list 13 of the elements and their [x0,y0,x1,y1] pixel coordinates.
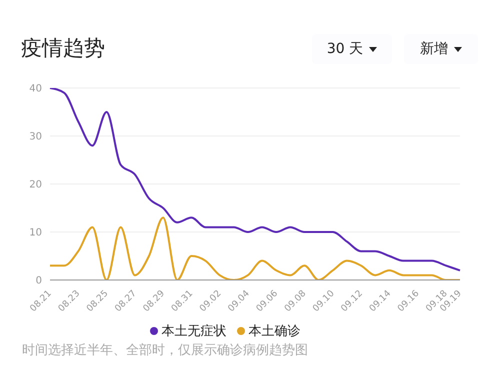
y-tick-label: 20 [29,180,42,191]
text: 30 天 [312,34,392,64]
line-series [49,88,461,272]
y-tick-label: 10 [29,228,42,239]
legend-label: 本土无症状 [162,324,226,339]
text: 时间选择近半年、全部时，仅展示确诊病例趋势图 [22,342,308,359]
line-series [49,216,461,280]
text: 新增 [404,34,478,64]
y-tick-label: 0 [36,276,42,287]
y-tick-label: 40 [29,84,42,95]
legend-label: 本土确诊 [248,324,300,339]
y-tick-label: 30 [29,132,42,143]
chart-title: 疫情趋势 [21,35,105,62]
